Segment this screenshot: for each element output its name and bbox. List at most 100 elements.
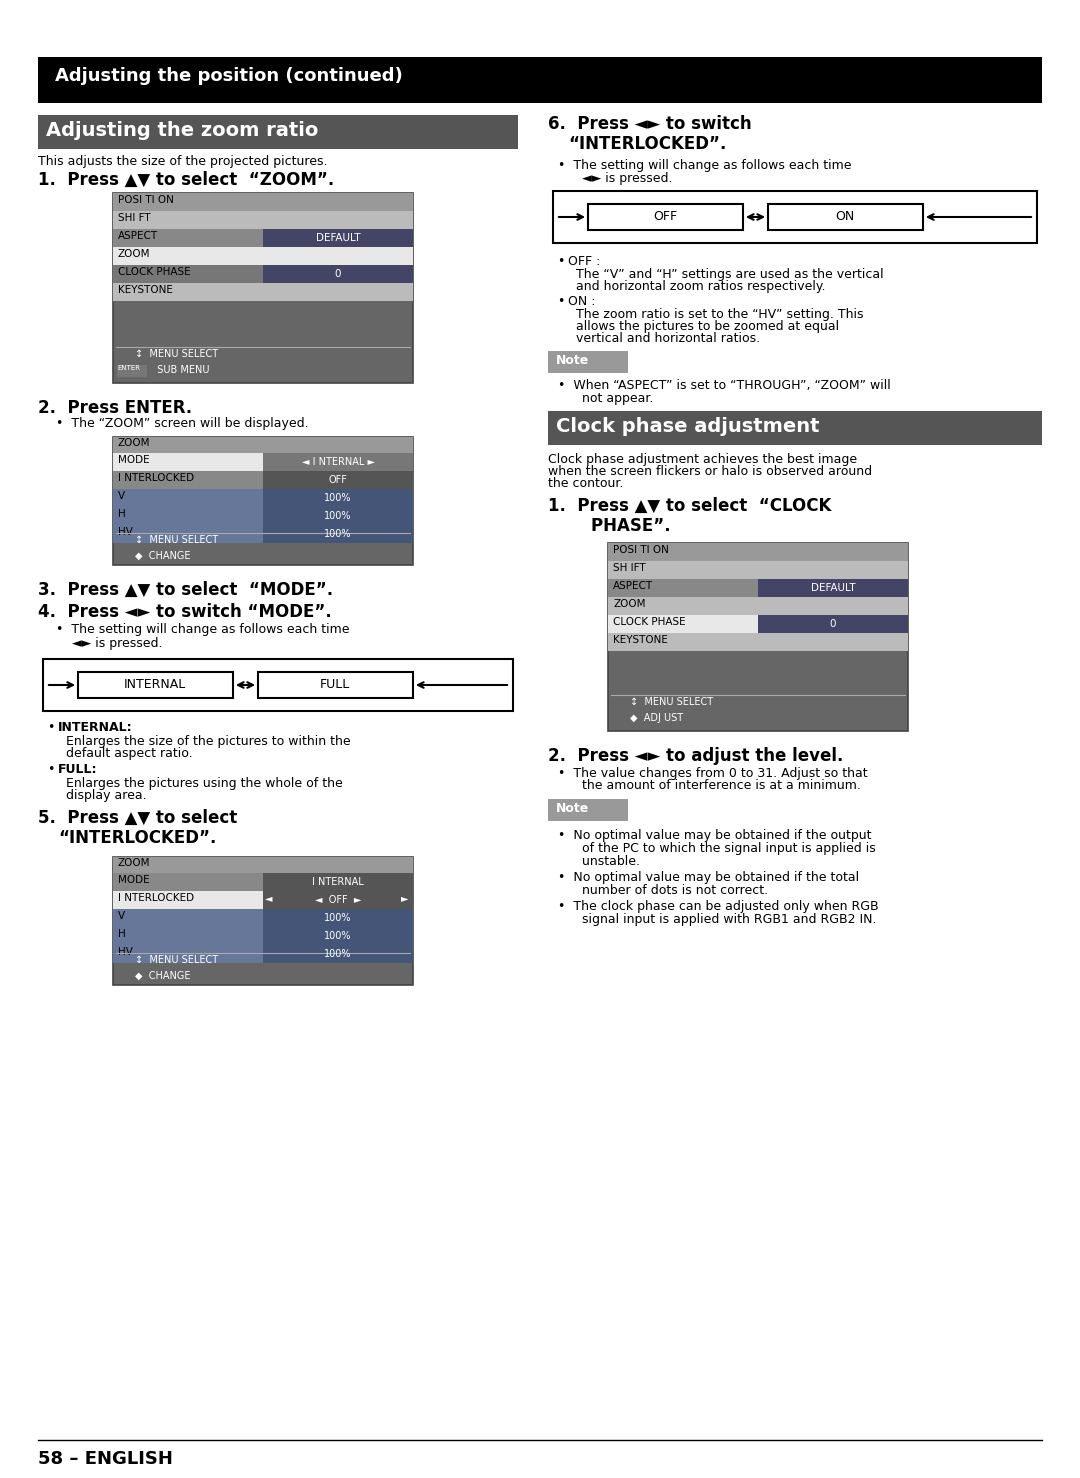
Text: •  When “ASPECT” is set to “THROUGH”, “ZOOM” will: • When “ASPECT” is set to “THROUGH”, “ZO…	[558, 378, 891, 392]
Bar	[264, 507, 413, 525]
Text: CLOCK PHASE: CLOCK PHASE	[118, 268, 191, 276]
Text: FULL:: FULL:	[58, 763, 97, 776]
Text: This adjusts the size of the projected pictures.: This adjusts the size of the projected p…	[38, 155, 327, 168]
Text: INTERNAL:: INTERNAL:	[58, 721, 133, 735]
Text: Enlarges the size of the pictures to within the: Enlarges the size of the pictures to wit…	[66, 735, 351, 748]
Text: 100%: 100%	[324, 529, 352, 539]
Bar	[608, 579, 908, 597]
Text: when the screen flickers or halo is observed around: when the screen flickers or halo is obse…	[548, 466, 873, 477]
Bar	[38, 58, 1042, 103]
Text: POSI TI ON: POSI TI ON	[613, 545, 669, 556]
Text: OFF :: OFF :	[568, 256, 600, 268]
Text: 100%: 100%	[324, 913, 352, 922]
Text: Enlarges the pictures using the whole of the: Enlarges the pictures using the whole of…	[66, 777, 342, 791]
Text: •  The value changes from 0 to 31. Adjust so that: • The value changes from 0 to 31. Adjust…	[558, 767, 867, 780]
Text: SH IFT: SH IFT	[613, 563, 646, 573]
Text: “INTERLOCKED”.: “INTERLOCKED”.	[58, 829, 216, 847]
Text: V: V	[118, 910, 125, 921]
Text: number of dots is not correct.: number of dots is not correct.	[570, 884, 768, 897]
Text: I NTERLOCKED: I NTERLOCKED	[118, 893, 194, 903]
Bar	[768, 204, 923, 231]
Bar	[588, 204, 743, 231]
Text: the amount of interference is at a minimum.: the amount of interference is at a minim…	[570, 779, 861, 792]
Text: •  The setting will change as follows each time: • The setting will change as follows eac…	[56, 624, 350, 636]
Text: 58 – ENGLISH: 58 – ENGLISH	[38, 1450, 173, 1468]
Text: HV: HV	[118, 947, 133, 956]
Text: 0: 0	[335, 269, 341, 279]
Text: 100%: 100%	[324, 949, 352, 959]
Text: ◄  OFF  ►: ◄ OFF ►	[314, 896, 361, 905]
Bar	[548, 411, 1042, 445]
Text: •  The clock phase can be adjusted only when RGB: • The clock phase can be adjusted only w…	[558, 900, 879, 913]
Bar	[608, 542, 908, 562]
Bar	[553, 191, 1037, 242]
Text: MODE: MODE	[118, 875, 150, 885]
Text: ►: ►	[401, 893, 408, 903]
Text: signal input is applied with RGB1 and RGB2 IN.: signal input is applied with RGB1 and RG…	[570, 913, 877, 927]
Text: 100%: 100%	[324, 494, 352, 503]
Text: ◄: ◄	[265, 893, 272, 903]
Text: HV: HV	[118, 528, 133, 537]
Text: 2.  Press ◄► to adjust the level.: 2. Press ◄► to adjust the level.	[548, 746, 843, 766]
Bar	[264, 471, 413, 489]
Text: •  No optimal value may be obtained if the total: • No optimal value may be obtained if th…	[558, 871, 859, 884]
Text: •: •	[48, 721, 59, 735]
Bar	[113, 247, 413, 265]
Text: •  The “ZOOM” screen will be displayed.: • The “ZOOM” screen will be displayed.	[56, 417, 309, 430]
Text: ON: ON	[835, 210, 854, 223]
Bar	[113, 873, 413, 891]
Text: ZOOM: ZOOM	[613, 599, 646, 609]
Text: ◄ I NTERNAL ►: ◄ I NTERNAL ►	[301, 457, 375, 467]
Text: OFF: OFF	[653, 210, 677, 223]
Bar	[113, 891, 413, 909]
Bar	[608, 562, 908, 579]
Text: 1.  Press ▲▼ to select  “CLOCK: 1. Press ▲▼ to select “CLOCK	[548, 497, 832, 514]
Text: 4.  Press ◄► to switch “MODE”.: 4. Press ◄► to switch “MODE”.	[38, 603, 332, 621]
Bar	[264, 229, 413, 247]
Text: 1.  Press ▲▼ to select  “ZOOM”.: 1. Press ▲▼ to select “ZOOM”.	[38, 171, 334, 189]
Bar	[113, 489, 413, 507]
Text: ↕  MENU SELECT: ↕ MENU SELECT	[135, 349, 218, 359]
Text: ↕  MENU SELECT: ↕ MENU SELECT	[135, 955, 218, 965]
Bar	[264, 944, 413, 964]
Text: 0: 0	[829, 619, 836, 630]
Bar	[113, 194, 413, 211]
Bar	[608, 597, 908, 615]
Text: ZOOM: ZOOM	[118, 248, 150, 259]
Bar	[608, 615, 908, 633]
Text: ◄► is pressed.: ◄► is pressed.	[570, 171, 673, 185]
Text: OFF: OFF	[328, 474, 348, 485]
Bar	[758, 579, 908, 597]
Bar	[78, 672, 233, 698]
Bar	[264, 489, 413, 507]
Bar	[113, 452, 413, 471]
Text: 2.  Press ENTER.: 2. Press ENTER.	[38, 399, 192, 417]
Text: •  No optimal value may be obtained if the output: • No optimal value may be obtained if th…	[558, 829, 872, 842]
Text: ↕  MENU SELECT: ↕ MENU SELECT	[630, 698, 713, 706]
Bar	[258, 672, 413, 698]
Text: display area.: display area.	[66, 789, 147, 803]
Text: ASPECT: ASPECT	[613, 581, 653, 591]
Text: “INTERLOCKED”.: “INTERLOCKED”.	[568, 134, 727, 154]
Text: ASPECT: ASPECT	[118, 231, 158, 241]
Text: SHI FT: SHI FT	[118, 213, 150, 223]
Bar	[113, 211, 413, 229]
Text: ON :: ON :	[568, 296, 595, 307]
Text: Adjusting the position (continued): Adjusting the position (continued)	[55, 67, 403, 86]
Bar	[264, 909, 413, 927]
Text: DEFAULT: DEFAULT	[315, 234, 361, 242]
Bar	[113, 507, 413, 525]
Bar	[113, 525, 413, 542]
Text: the contour.: the contour.	[548, 477, 623, 491]
Text: Clock phase adjustment: Clock phase adjustment	[556, 417, 820, 436]
Bar	[113, 857, 413, 873]
Text: Note: Note	[556, 803, 590, 814]
Bar	[758, 615, 908, 633]
Text: ◄► is pressed.: ◄► is pressed.	[56, 637, 162, 650]
Text: 6.  Press ◄► to switch: 6. Press ◄► to switch	[548, 115, 752, 133]
Bar	[548, 350, 627, 372]
Bar	[113, 229, 413, 247]
Text: vertical and horizontal ratios.: vertical and horizontal ratios.	[576, 333, 760, 344]
Text: 100%: 100%	[324, 511, 352, 522]
Bar	[113, 927, 413, 944]
